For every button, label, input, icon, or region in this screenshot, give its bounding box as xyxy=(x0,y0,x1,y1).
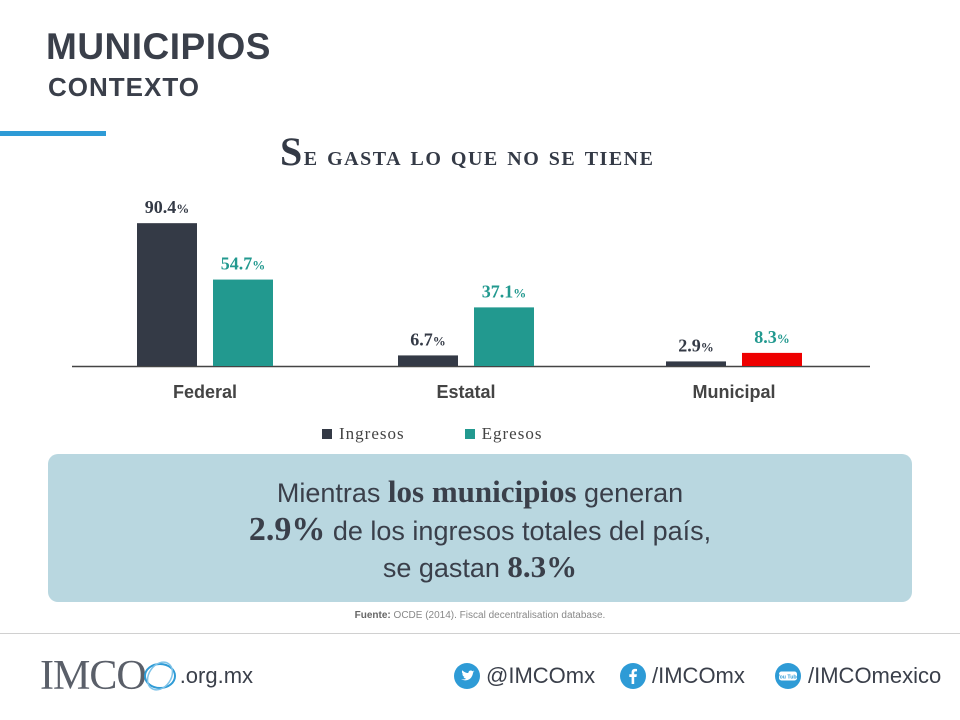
logo-domain: .org.mx xyxy=(179,663,254,688)
callout-text: de los ingresos totales del país, xyxy=(325,516,712,546)
twitter-handle: @IMCOmx xyxy=(486,663,596,688)
bar-ingresos-federal xyxy=(137,223,197,366)
data-label-ingresos-municipal: 2.9% xyxy=(678,335,714,355)
bar-chart: 90.4% 54.7% Federal 6.7% 37.1% Estatal 2.9% 8.3… xyxy=(72,197,870,402)
source-label: Fuente: xyxy=(354,610,391,621)
callout-line-1: Mientras los municipios generan xyxy=(48,454,912,507)
category-label-estatal: Estatal xyxy=(436,382,495,402)
callout-box: Mientras los municipios generan 2.9% de … xyxy=(48,454,912,602)
data-label-ingresos-estatal: 6.7% xyxy=(410,329,446,349)
youtube-icon-text: You Tube xyxy=(777,674,800,680)
slide-title-rest: e gasta lo que no se tiene xyxy=(303,141,655,172)
header-title: MUNICIPIOS xyxy=(46,26,271,67)
bar-ingresos-municipal xyxy=(666,361,726,366)
logo-ring-icon xyxy=(143,661,176,691)
slide-title: Se gasta lo que no se tiene xyxy=(280,128,880,175)
youtube-link[interactable]: You Tube /IMCOmexico xyxy=(774,663,941,689)
accent-line xyxy=(0,131,106,136)
callout-emphasis: 2.9% xyxy=(248,511,326,548)
youtube-icon: You Tube xyxy=(775,663,801,689)
bar-ingresos-estatal xyxy=(398,355,458,366)
chart-legend: Ingresos Egresos xyxy=(322,424,542,444)
category-label-federal: Federal xyxy=(173,382,237,402)
logo-wordmark: IMCO xyxy=(40,653,147,699)
legend-swatch-ingresos xyxy=(322,429,332,439)
bar-egresos-federal xyxy=(213,279,273,366)
callout-text: Mientras xyxy=(276,478,388,508)
footer-divider xyxy=(0,633,960,634)
legend-item-ingresos: Ingresos xyxy=(322,424,405,444)
source-text: OCDE (2014). Fiscal decentralisation dat… xyxy=(393,610,606,621)
facebook-icon xyxy=(620,663,646,689)
data-label-egresos-estatal: 37.1% xyxy=(482,281,527,301)
imco-logo[interactable]: IMCO .org.mx xyxy=(40,652,253,700)
data-label-egresos-federal: 54.7% xyxy=(221,254,266,274)
data-label-egresos-municipal: 8.3% xyxy=(754,327,790,347)
slide-title-initial: S xyxy=(280,129,304,174)
twitter-icon xyxy=(454,663,480,689)
legend-label-egresos: Egresos xyxy=(481,424,543,443)
header-subtitle: CONTEXTO xyxy=(48,72,200,102)
callout-text: generan xyxy=(576,478,684,508)
callout-line-3: se gastan 8.3% xyxy=(48,551,912,582)
twitter-link[interactable]: @IMCOmx xyxy=(454,663,595,689)
legend-label-ingresos: Ingresos xyxy=(339,424,405,443)
callout-emphasis: los municipios xyxy=(387,474,577,509)
facebook-handle: /IMCOmx xyxy=(652,663,745,688)
callout-emphasis: 8.3% xyxy=(507,549,578,584)
callout-line-2: 2.9% de los ingresos totales del país, xyxy=(48,513,912,547)
facebook-link[interactable]: /IMCOmx xyxy=(620,663,745,689)
callout-text: se gastan xyxy=(382,553,508,583)
source-note: Fuente: OCDE (2014). Fiscal decentralisa… xyxy=(0,610,960,621)
bar-egresos-estatal xyxy=(474,307,534,366)
data-label-ingresos-federal: 90.4% xyxy=(145,197,190,217)
youtube-handle: /IMCOmexico xyxy=(808,663,942,688)
bar-egresos-municipal xyxy=(742,352,802,366)
category-label-municipal: Municipal xyxy=(692,382,775,402)
legend-swatch-egresos xyxy=(464,429,475,439)
legend-item-egresos: Egresos xyxy=(464,424,543,444)
